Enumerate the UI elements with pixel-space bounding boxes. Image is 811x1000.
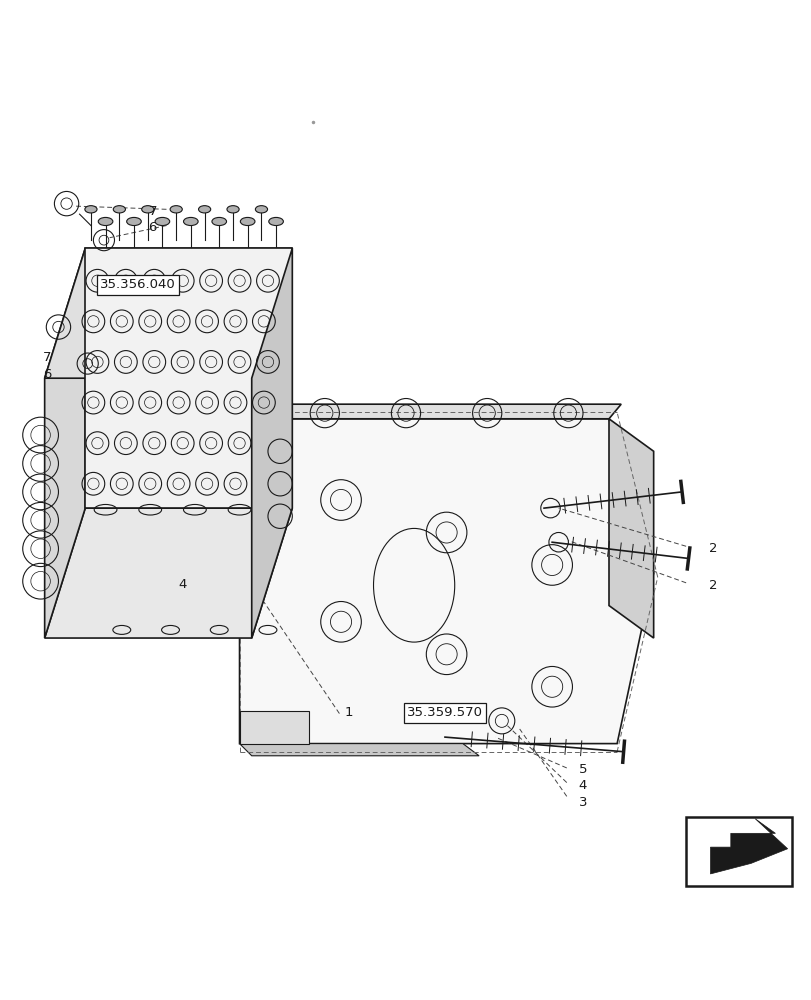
Polygon shape (608, 419, 653, 638)
Ellipse shape (198, 206, 210, 213)
Text: 6: 6 (43, 368, 51, 381)
Polygon shape (239, 419, 653, 744)
Text: 7: 7 (43, 351, 51, 364)
Text: 6: 6 (148, 221, 157, 234)
Ellipse shape (84, 206, 97, 213)
Text: 4: 4 (578, 779, 586, 792)
Ellipse shape (183, 217, 198, 226)
Ellipse shape (226, 206, 238, 213)
Ellipse shape (255, 206, 267, 213)
Polygon shape (239, 744, 478, 756)
Polygon shape (710, 819, 787, 874)
Polygon shape (85, 248, 292, 508)
Text: 3: 3 (578, 796, 586, 809)
Text: 1: 1 (345, 706, 353, 719)
Polygon shape (45, 248, 85, 638)
Ellipse shape (127, 217, 141, 226)
Polygon shape (251, 248, 292, 638)
Ellipse shape (240, 217, 255, 226)
Text: 35.359.570: 35.359.570 (406, 706, 483, 719)
Ellipse shape (268, 217, 283, 226)
Ellipse shape (98, 217, 113, 226)
Text: 35.356.040: 35.356.040 (100, 278, 176, 291)
Polygon shape (45, 508, 292, 638)
Text: 7: 7 (148, 205, 157, 218)
Polygon shape (45, 248, 292, 378)
Ellipse shape (212, 217, 226, 226)
Text: 2: 2 (708, 542, 716, 555)
Polygon shape (239, 404, 620, 419)
Polygon shape (239, 711, 308, 744)
Ellipse shape (141, 206, 154, 213)
Text: 4: 4 (178, 578, 187, 591)
Ellipse shape (113, 206, 125, 213)
Text: 2: 2 (708, 579, 716, 592)
Ellipse shape (169, 206, 182, 213)
Bar (685, 817, 791, 886)
Text: 5: 5 (578, 763, 586, 776)
Ellipse shape (155, 217, 169, 226)
